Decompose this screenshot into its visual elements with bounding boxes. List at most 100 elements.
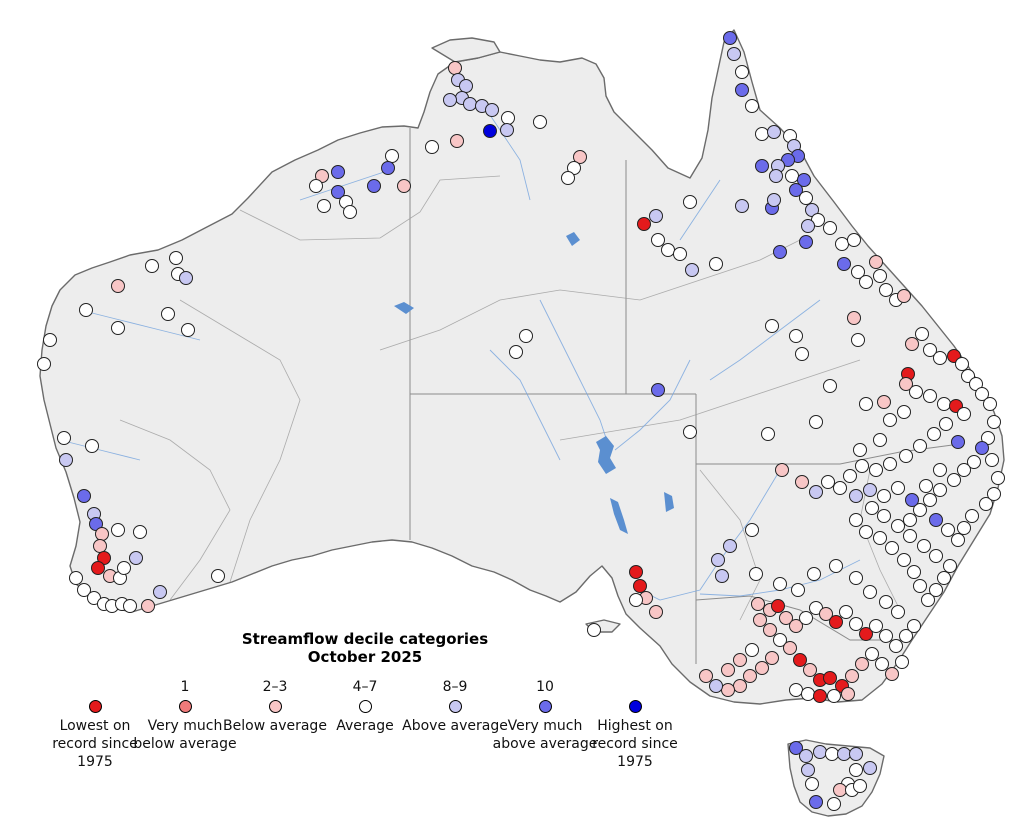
- gauging-station-marker: [907, 619, 921, 633]
- gauging-station-marker: [93, 539, 107, 553]
- gauging-station-marker: [853, 443, 867, 457]
- gauging-station-marker: [951, 533, 965, 547]
- gauging-station-marker: [749, 567, 763, 581]
- gauging-station-marker: [721, 683, 735, 697]
- gauging-station-marker: [485, 103, 499, 117]
- legend-range: [580, 678, 690, 696]
- legend-item-below: 2–3 Below average: [220, 678, 330, 735]
- gauging-station-marker: [385, 149, 399, 163]
- gauging-station-marker: [381, 161, 395, 175]
- gauging-station-marker: [899, 449, 913, 463]
- gauging-station-marker: [779, 611, 793, 625]
- river: [539, 299, 611, 451]
- gauging-station-marker: [789, 741, 803, 755]
- lake-argyle: [566, 232, 580, 246]
- gauging-station-marker: [767, 125, 781, 139]
- basin-boundary: [239, 175, 501, 241]
- river: [299, 169, 391, 201]
- gauging-station-marker: [847, 233, 861, 247]
- gauging-station-marker: [849, 513, 863, 527]
- legend-range: 4–7: [352, 679, 378, 695]
- gauging-station-marker: [799, 191, 813, 205]
- gauging-station-marker: [699, 669, 713, 683]
- gauging-station-marker: [573, 150, 587, 164]
- gauging-station-marker: [79, 303, 93, 317]
- gauging-station-marker: [921, 593, 935, 607]
- legend-item-lowest: Lowest on record since 1975: [40, 678, 150, 771]
- gauging-station-marker: [161, 307, 175, 321]
- gauging-station-marker: [807, 567, 821, 581]
- river: [489, 349, 561, 461]
- gauging-station-marker: [859, 397, 873, 411]
- gauging-station-marker: [873, 269, 887, 283]
- gauging-station-marker: [809, 415, 823, 429]
- legend: Lowest on record since 1975 1 Very much …: [40, 678, 700, 778]
- lake-eyre: [596, 436, 616, 474]
- legend-item-average: 4–7 Average: [310, 678, 420, 735]
- gauging-station-marker: [533, 115, 547, 129]
- legend-range: 8–9: [442, 679, 468, 695]
- gauging-station-marker: [875, 657, 889, 671]
- gauging-station-marker: [111, 279, 125, 293]
- gauging-station-marker: [463, 97, 477, 111]
- gauging-station-marker: [799, 235, 813, 249]
- gauging-station-marker: [903, 513, 917, 527]
- gauging-station-marker: [821, 475, 835, 489]
- gauging-station-marker: [129, 551, 143, 565]
- gauging-station-marker: [829, 615, 843, 629]
- gauging-station-marker: [95, 527, 109, 541]
- legend-item-very-much-above: 10 Very much above average: [490, 678, 600, 753]
- gauging-station-marker: [845, 669, 859, 683]
- gauging-station-marker: [425, 140, 439, 154]
- legend-label: Very much below average: [133, 718, 237, 752]
- gauging-station-marker: [317, 199, 331, 213]
- gauging-station-marker: [783, 641, 797, 655]
- gauging-station-marker: [913, 579, 927, 593]
- gauging-station-marker: [917, 539, 931, 553]
- gauging-station-marker: [947, 473, 961, 487]
- gauging-station-marker: [709, 257, 723, 271]
- legend-range: 1: [180, 679, 190, 695]
- gauging-station-marker: [987, 415, 1001, 429]
- gauging-station-marker: [443, 93, 457, 107]
- gauging-station-marker: [397, 179, 411, 193]
- gauging-station-marker: [851, 265, 865, 279]
- gauging-station-marker: [889, 639, 903, 653]
- gauging-station-marker: [895, 655, 909, 669]
- gauging-station-marker: [37, 357, 51, 371]
- gauging-station-marker: [985, 453, 999, 467]
- gauging-station-marker: [509, 345, 523, 359]
- gauging-station-marker: [561, 171, 575, 185]
- gauging-station-marker: [709, 679, 723, 693]
- legend-label: Highest on record since 1975: [592, 718, 678, 770]
- gauging-station-marker: [501, 111, 515, 125]
- gauging-station-marker: [897, 289, 911, 303]
- gauging-station-marker: [823, 221, 837, 235]
- gauging-station-marker: [851, 333, 865, 347]
- gauging-station-marker: [957, 407, 971, 421]
- gauging-station-marker: [799, 611, 813, 625]
- gauging-station-marker: [987, 487, 1001, 501]
- gauging-station-marker: [863, 483, 877, 497]
- gauging-station-marker: [629, 565, 643, 579]
- legend-swatch: [628, 700, 642, 713]
- gauging-station-marker: [873, 531, 887, 545]
- gauging-station-marker: [733, 679, 747, 693]
- melville-island: [431, 37, 501, 63]
- gauging-station-marker: [897, 405, 911, 419]
- river: [614, 359, 691, 451]
- gauging-station-marker: [745, 643, 759, 657]
- gauging-station-marker: [761, 427, 775, 441]
- mainland-australia: [39, 29, 1005, 705]
- gauging-station-marker: [883, 413, 897, 427]
- gauging-station-marker: [907, 565, 921, 579]
- gauging-station-marker: [789, 329, 803, 343]
- gauging-station-marker: [849, 747, 863, 761]
- gauging-station-marker: [785, 169, 799, 183]
- legend-swatch: [88, 700, 102, 713]
- gauging-station-marker: [133, 525, 147, 539]
- gauging-station-marker: [855, 459, 869, 473]
- gauging-station-marker: [849, 617, 863, 631]
- gauging-station-marker: [765, 651, 779, 665]
